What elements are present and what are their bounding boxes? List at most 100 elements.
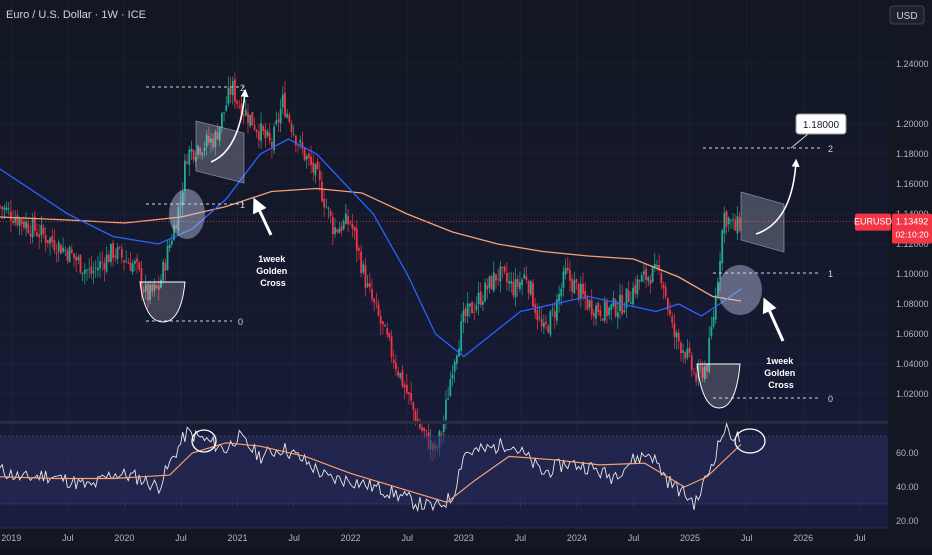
candle — [658, 254, 661, 275]
candle-body — [558, 294, 560, 302]
candle-body — [5, 207, 8, 211]
candle — [492, 261, 495, 293]
candle-body — [216, 132, 219, 140]
rsi-peak-circle-2025[interactable] — [734, 428, 766, 454]
candle-body — [271, 142, 273, 148]
pane-separator[interactable] — [0, 421, 888, 424]
candle — [192, 148, 195, 164]
candle — [153, 278, 156, 297]
candle-body — [551, 309, 554, 311]
candle — [730, 218, 732, 229]
candle — [197, 144, 199, 159]
candle-body — [120, 249, 123, 258]
candle-body — [251, 111, 254, 126]
candle-body — [579, 283, 582, 299]
bottom-cup-2020[interactable] — [139, 281, 186, 323]
target-callout[interactable]: 1.18000 — [795, 113, 847, 135]
candle-body — [90, 266, 93, 275]
price-pane[interactable] — [0, 0, 888, 510]
candle — [170, 233, 173, 248]
candle-body — [686, 348, 689, 358]
candle-body — [538, 317, 541, 319]
candle — [664, 281, 667, 300]
projection-arrow-2020[interactable] — [210, 88, 249, 163]
candle — [606, 298, 608, 324]
candle-body — [173, 224, 175, 240]
candle — [499, 260, 502, 293]
candle — [471, 300, 473, 314]
golden-cross-circle-2020[interactable] — [169, 189, 205, 239]
candle — [144, 274, 147, 300]
annotations-layer[interactable]: 2 1 0 2 1 0 1week Golden Cross — [139, 83, 847, 454]
candle-body — [462, 310, 465, 323]
candle-body — [571, 278, 574, 292]
price-axis[interactable]: 1.240001.200001.180001.160001.140001.120… — [888, 0, 932, 550]
candle-body — [401, 370, 404, 387]
candle — [586, 294, 589, 311]
candle-body — [590, 299, 593, 315]
candle-body — [451, 374, 454, 379]
time-axis[interactable]: 2019 Jul 2020 Jul 2021 Jul 2022 Jul 2023 Jul 2024 J… — [0, 527, 932, 550]
candle — [736, 206, 739, 240]
golden-cross-circle-2025[interactable] — [718, 265, 762, 315]
rsi-axis[interactable]: 60.00 40.00 20.00 — [896, 448, 919, 526]
candle-body — [290, 123, 293, 132]
candle — [364, 257, 367, 297]
candle-body — [294, 135, 297, 146]
candle-body — [488, 276, 491, 288]
candle — [234, 72, 236, 109]
candle — [716, 277, 719, 301]
golden-cross-pointer-2020[interactable] — [253, 197, 273, 236]
candle-body — [347, 216, 349, 225]
golden-cross-pointer-2025[interactable] — [762, 297, 785, 342]
candle — [279, 99, 282, 133]
rsi-tick-label: 60.00 — [896, 448, 919, 458]
candle — [105, 246, 108, 274]
currency-button[interactable]: USD — [889, 5, 925, 25]
candle-body — [203, 147, 206, 151]
bull-flag-2025[interactable] — [740, 191, 785, 253]
candle — [214, 129, 217, 156]
bull-flag-2020[interactable] — [195, 120, 245, 184]
candle — [220, 112, 223, 134]
candle-body — [297, 145, 299, 146]
candle — [579, 276, 582, 308]
candle-body — [636, 278, 639, 295]
candle-body — [29, 233, 32, 237]
candle — [275, 111, 278, 127]
candle — [734, 214, 737, 231]
candle-body — [418, 421, 421, 429]
candle-body — [540, 319, 543, 327]
candle — [49, 236, 51, 256]
candle-body — [81, 272, 84, 275]
candle — [53, 229, 56, 254]
candle — [140, 260, 143, 301]
candle-body — [425, 430, 428, 432]
candle-body — [147, 283, 149, 301]
rsi-pane[interactable] — [0, 422, 888, 513]
candle-body — [94, 267, 97, 269]
candle — [616, 301, 619, 329]
time-tick-label: Jul — [628, 533, 640, 543]
candle-body — [123, 260, 125, 263]
candle — [36, 223, 38, 238]
projection-arrow-2025[interactable] — [755, 158, 800, 235]
candle-body — [236, 100, 239, 104]
candle-body — [397, 370, 399, 376]
candle-body — [144, 284, 147, 292]
rsi-peak-circle-2020[interactable] — [191, 429, 217, 453]
candle-body — [36, 232, 38, 236]
candle — [662, 281, 665, 300]
candle — [477, 281, 480, 316]
candle-body — [55, 252, 58, 254]
candle-body — [253, 125, 256, 130]
candle — [542, 314, 545, 334]
candle — [395, 354, 397, 376]
candle — [62, 237, 64, 254]
candle — [451, 365, 454, 387]
candle — [725, 210, 728, 235]
candle — [525, 266, 528, 284]
candle — [410, 381, 413, 405]
bottom-cup-2025[interactable] — [696, 363, 741, 409]
